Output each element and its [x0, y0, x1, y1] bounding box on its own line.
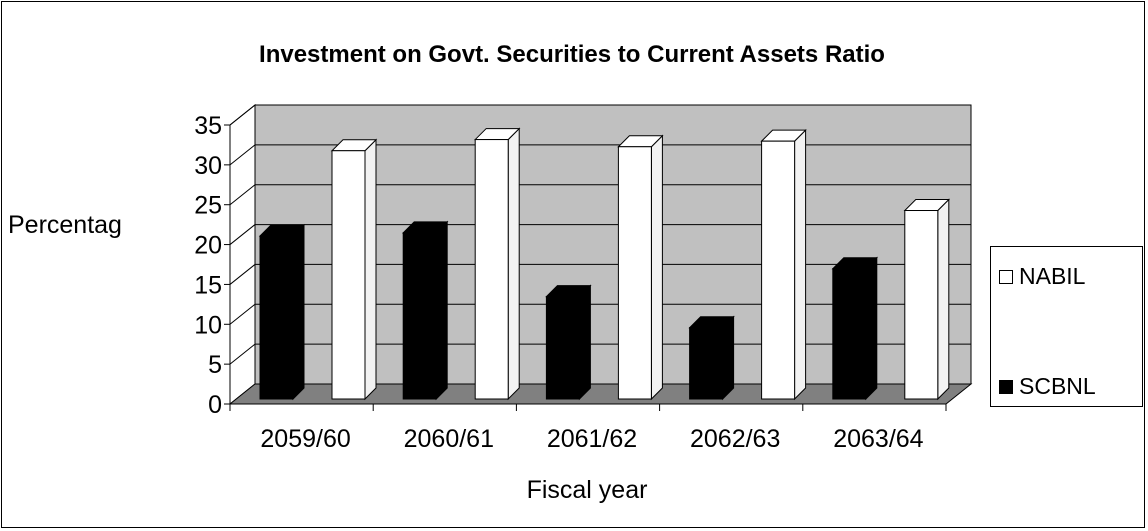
bar-front — [545, 296, 580, 400]
plot-area — [224, 103, 973, 411]
y-tick-label: 20 — [194, 232, 222, 260]
legend-item-scbnl: SCBNL — [999, 373, 1096, 400]
gridline-side — [229, 264, 256, 285]
plot-side-wall — [229, 103, 256, 406]
bar-nabil-2059-60 — [330, 138, 378, 401]
x-tick-marks — [229, 404, 947, 411]
y-tick-label: 35 — [194, 112, 222, 140]
y-axis-label: Percentag — [8, 211, 122, 239]
bar-side — [865, 256, 878, 401]
x-tick-label: 2059/60 — [260, 425, 350, 453]
bar-side — [937, 198, 950, 401]
legend-swatch-scbnl — [999, 379, 1013, 394]
bar-front — [259, 235, 294, 400]
bar-nabil-2063-64 — [903, 198, 951, 401]
legend-item-nabil: NABIL — [999, 263, 1085, 290]
gridline-side — [229, 144, 256, 166]
bar-front — [402, 232, 437, 400]
legend: NABIL SCBNL — [990, 246, 1143, 407]
y-tick-label: 15 — [194, 271, 222, 299]
chart-title: Investment on Govt. Securities to Curren… — [259, 41, 885, 68]
bar-nabil-2061-62 — [617, 134, 664, 401]
legend-swatch-nabil — [999, 269, 1013, 284]
x-tick-labels: 2059/60 2060/61 2061/62 2062/63 2063/64 — [260, 425, 923, 453]
bar-side — [435, 220, 448, 401]
bar-scbnl-2061-62 — [545, 284, 592, 401]
bar-front — [761, 140, 796, 400]
bar-front — [617, 146, 652, 400]
y-tick-label: 10 — [194, 311, 222, 339]
y-tick-labels: 0 5 10 15 20 25 30 35 — [194, 112, 222, 419]
bar-front — [474, 139, 509, 400]
bar-nabil-2062-63 — [760, 128, 807, 401]
y-tick-label: 5 — [208, 351, 222, 379]
legend-label-nabil: NABIL — [1019, 263, 1086, 289]
bar-side — [292, 223, 305, 401]
y-tick-label: 25 — [194, 192, 222, 220]
bars — [258, 127, 951, 401]
x-axis-label: Fiscal year — [527, 476, 648, 504]
bar-scbnl-2059-60 — [258, 223, 306, 401]
y-tick-label: 0 — [208, 391, 222, 419]
gridline-side — [229, 104, 256, 126]
bar-side — [650, 134, 663, 401]
bar-side — [364, 138, 377, 401]
bar-scbnl-2060-61 — [401, 220, 449, 401]
bar-scbnl-2062-63 — [688, 315, 735, 401]
bar-side — [794, 128, 807, 401]
bar-scbnl-2063-64 — [831, 256, 879, 401]
y-tick-label: 30 — [194, 152, 222, 180]
bar-nabil-2060-61 — [473, 127, 521, 401]
gridline-side — [229, 224, 256, 245]
bar-front — [832, 268, 867, 400]
bar-side — [507, 127, 520, 401]
x-tick-label: 2063/64 — [833, 425, 923, 453]
gridline-side — [229, 343, 256, 365]
bar-front — [904, 210, 939, 400]
bar-front — [689, 327, 724, 400]
bar-front — [331, 150, 366, 400]
bar-side — [578, 284, 591, 401]
x-tick-label: 2060/61 — [404, 425, 494, 453]
legend-label-scbnl: SCBNL — [1019, 373, 1096, 399]
x-tick-label: 2061/62 — [547, 425, 637, 453]
bar-side — [722, 315, 735, 401]
gridline-side — [229, 184, 256, 206]
x-tick-label: 2062/63 — [690, 425, 780, 453]
gridline-side — [229, 303, 256, 325]
